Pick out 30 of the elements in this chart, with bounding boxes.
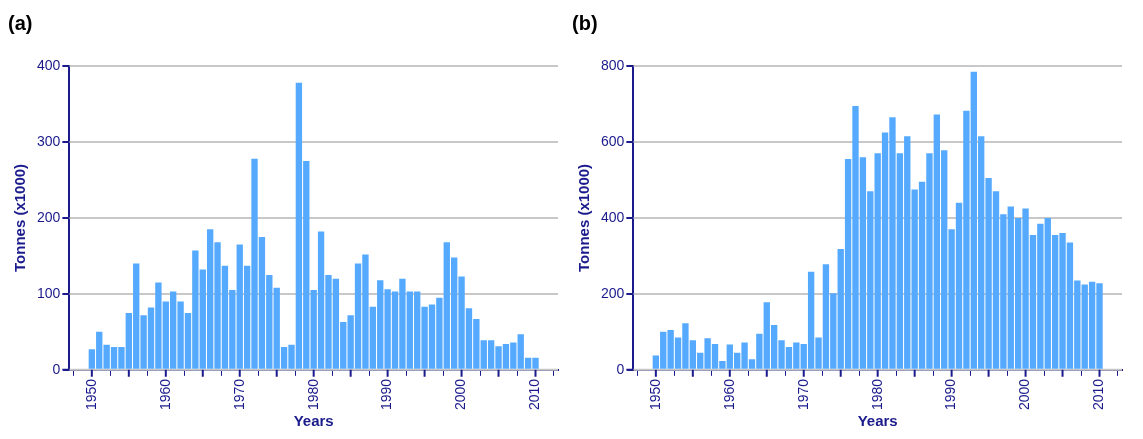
y-tick-label: 400 <box>601 208 625 225</box>
y-tick-label: 200 <box>601 284 625 301</box>
y-tick-label: 600 <box>601 132 625 149</box>
y-tick-label: 0 <box>616 360 625 377</box>
x-tick-label: 1980 <box>304 378 321 411</box>
y-tick-label: 0 <box>52 360 61 377</box>
y-axis-title: Tonnes (x1000) <box>11 163 29 272</box>
x-tick-label: 2010 <box>1090 378 1107 411</box>
x-axis-title: Years <box>857 412 898 430</box>
chart-title: (a) <box>8 11 33 34</box>
x-axis-title: Years <box>293 412 334 430</box>
x-tick-label: 1950 <box>646 378 663 411</box>
x-tick-label: 2000 <box>1016 378 1033 411</box>
x-tick-label: 1990 <box>378 378 395 411</box>
x-tick-label: 2010 <box>526 378 543 411</box>
x-tick-label: 1960 <box>156 378 173 411</box>
x-tick-label: 1980 <box>868 378 885 411</box>
x-tick-label: 1960 <box>720 378 737 411</box>
chart-title: (b) <box>572 11 598 34</box>
y-tick-label: 100 <box>37 284 61 301</box>
y-tick-label: 400 <box>37 56 61 73</box>
x-tick-label: 2000 <box>452 378 469 411</box>
x-tick-label: 1990 <box>942 378 959 411</box>
x-tick-label: 1950 <box>82 378 99 411</box>
x-tick-label: 1970 <box>794 378 811 411</box>
y-tick-label: 800 <box>601 56 625 73</box>
x-tick-label: 1970 <box>230 378 247 411</box>
y-axis-title: Tonnes (x1000) <box>575 163 593 272</box>
y-tick-label: 300 <box>37 132 61 149</box>
y-tick-label: 200 <box>37 208 61 225</box>
